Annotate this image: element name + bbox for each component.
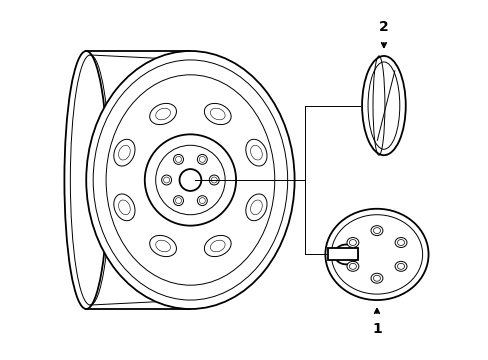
Text: 2: 2 bbox=[378, 20, 388, 34]
Ellipse shape bbox=[325, 209, 427, 300]
Ellipse shape bbox=[370, 226, 382, 235]
Circle shape bbox=[197, 154, 207, 164]
Ellipse shape bbox=[86, 51, 294, 309]
Circle shape bbox=[173, 196, 183, 206]
Ellipse shape bbox=[346, 238, 358, 247]
Ellipse shape bbox=[394, 238, 406, 247]
Bar bbox=[327, 248, 357, 260]
Ellipse shape bbox=[64, 51, 108, 309]
Text: 1: 1 bbox=[371, 322, 381, 336]
Circle shape bbox=[179, 169, 201, 191]
Circle shape bbox=[209, 175, 219, 185]
Ellipse shape bbox=[370, 273, 382, 283]
Ellipse shape bbox=[144, 134, 236, 226]
Ellipse shape bbox=[346, 261, 358, 271]
Circle shape bbox=[162, 175, 171, 185]
Ellipse shape bbox=[394, 261, 406, 271]
Circle shape bbox=[173, 154, 183, 164]
Ellipse shape bbox=[361, 56, 405, 155]
Circle shape bbox=[197, 196, 207, 206]
Ellipse shape bbox=[334, 244, 357, 264]
